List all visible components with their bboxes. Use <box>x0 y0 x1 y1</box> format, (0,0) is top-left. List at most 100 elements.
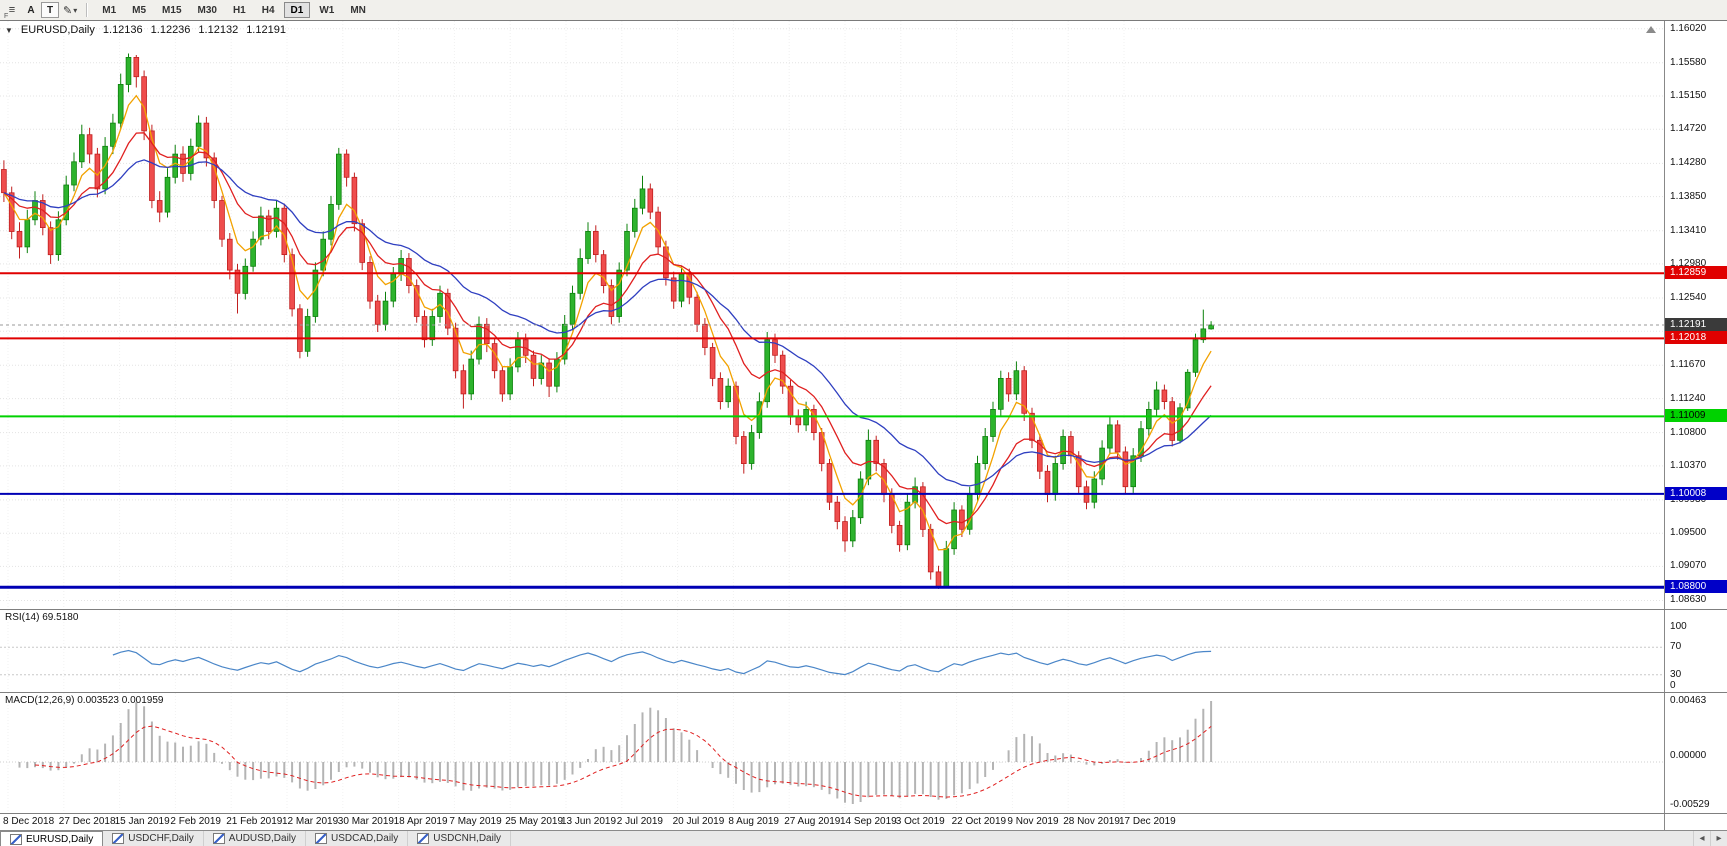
price-badge: 1.12018 <box>1665 331 1727 345</box>
price-axis-label: 1.09070 <box>1670 560 1707 572</box>
date-axis-label: 14 Sep 2019 <box>840 816 897 827</box>
date-axis-label: 15 Jan 2019 <box>114 816 170 827</box>
price-badge: 1.08800 <box>1665 580 1727 594</box>
price-axis-label: 1.15150 <box>1670 90 1707 102</box>
timeframe-w1-button[interactable]: W1 <box>312 2 341 18</box>
rsi-line-svg[interactable] <box>0 610 1665 691</box>
annotation-a-button[interactable]: A <box>22 2 40 18</box>
timeframe-d1-button[interactable]: D1 <box>283 2 311 18</box>
chart-tab-label: USDCNH,Daily <box>433 833 502 844</box>
price-axis-label: 1.10800 <box>1670 426 1707 438</box>
toolbar-separator <box>86 3 89 17</box>
macd-histogram-svg[interactable] <box>0 693 1665 812</box>
macd-axis-label: -0.00529 <box>1670 799 1710 810</box>
date-axis-label: 18 Apr 2019 <box>393 816 448 827</box>
price-axis-label: 1.14720 <box>1670 123 1707 135</box>
rsi-panel: RSI(14) 69.5180 100 70 30 0 <box>0 609 1727 692</box>
price-axis[interactable]: 1.16020 1.15580 1.15150 1.14720 1.14280 1.138… <box>1664 21 1727 609</box>
date-axis-label: 7 May 2019 <box>449 816 502 827</box>
date-axis-label: 8 Aug 2019 <box>728 816 779 827</box>
candlestick-chart-svg[interactable] <box>0 21 1665 609</box>
chevron-down-icon: ▾ <box>73 5 78 15</box>
text-tool-button[interactable]: T <box>41 2 59 18</box>
rsi-label: RSI(14) 69.5180 <box>5 612 79 623</box>
chart-tab-usdcad[interactable]: USDCAD,Daily <box>306 831 409 846</box>
tab-scroll-left-button[interactable]: ◂ <box>1693 831 1710 846</box>
timeframe-m30-button[interactable]: M30 <box>191 2 224 18</box>
chart-tab-icon <box>212 833 225 844</box>
macd-axis[interactable]: 0.00463 0.00000 -0.00529 <box>1664 693 1727 813</box>
scroll-marker-icon[interactable] <box>1646 26 1657 33</box>
menu-lines-icon: ≡ <box>8 4 16 16</box>
date-axis-label: 28 Nov 2019 <box>1063 816 1120 827</box>
legend-high: 1.12236 <box>150 24 191 36</box>
legend-symbol: EURUSD,Daily <box>20 24 95 36</box>
macd-axis-label: 0.00463 <box>1670 695 1707 706</box>
price-chart-plot[interactable]: ▼ EURUSD,Daily 1.12136 1.12236 1.12132 1… <box>0 21 1665 609</box>
macd-plot[interactable]: MACD(12,26,9) 0.003523 0.001959 <box>0 693 1665 813</box>
date-axis-label: 27 Aug 2019 <box>784 816 841 827</box>
legend-open: 1.12136 <box>102 24 143 36</box>
rsi-plot[interactable]: RSI(14) 69.5180 <box>0 610 1665 692</box>
price-axis-label: 1.16020 <box>1670 22 1707 34</box>
timeframe-m1-button[interactable]: M1 <box>95 2 123 18</box>
rsi-axis-label: 100 <box>1670 620 1687 632</box>
chart-tab-label: USDCHF,Daily <box>128 833 194 844</box>
price-axis-label: 1.08630 <box>1670 594 1707 606</box>
timeframe-m15-button[interactable]: M15 <box>155 2 188 18</box>
chart-tab-usdchf[interactable]: USDCHF,Daily <box>103 831 204 846</box>
chart-tab-label: USDCAD,Daily <box>331 833 399 844</box>
collapse-triangle-icon[interactable]: ▼ <box>5 25 13 35</box>
pencil-icon: ✎ <box>63 4 73 17</box>
macd-panel: MACD(12,26,9) 0.003523 0.001959 0.00463 0… <box>0 692 1727 813</box>
draw-tool-button[interactable]: ✎ ▾ <box>60 2 80 18</box>
legend-close: 1.12191 <box>246 24 286 36</box>
date-axis-label: 3 Oct 2019 <box>895 816 945 827</box>
price-axis-label: 1.12980 <box>1670 257 1707 269</box>
price-axis-label: 1.14280 <box>1670 157 1707 169</box>
price-axis-label: 1.15580 <box>1670 56 1707 68</box>
macd-label: MACD(12,26,9) 0.003523 0.001959 <box>5 695 164 706</box>
date-axis-label: 17 Dec 2019 <box>1119 816 1176 827</box>
chart-legend: ▼ EURUSD,Daily 1.12136 1.12236 1.12132 1… <box>5 24 286 36</box>
legend-low: 1.12132 <box>198 24 239 36</box>
chart-toolbar: ≡ F A T ✎ ▾ M1 M5 M15 M30 H1 H4 D1 W1 MN <box>0 0 1727 21</box>
timeframe-mn-button[interactable]: MN <box>343 2 373 18</box>
rsi-axis[interactable]: 100 70 30 0 <box>1664 610 1727 692</box>
timeframe-m5-button[interactable]: M5 <box>125 2 153 18</box>
price-badge: 1.12191 <box>1665 317 1727 331</box>
macd-axis-label: 0.00000 <box>1670 750 1707 762</box>
main-chart-panel: ▼ EURUSD,Daily 1.12136 1.12236 1.12132 1… <box>0 21 1727 609</box>
date-axis-label: 2 Feb 2019 <box>170 816 221 827</box>
price-axis-label: 1.13410 <box>1670 224 1707 236</box>
date-axis-label: 22 Oct 2019 <box>951 816 1007 827</box>
menu-sub-letter: F <box>4 13 9 20</box>
date-axis-label: 21 Feb 2019 <box>226 816 283 827</box>
chart-tab-bar: EURUSD,Daily USDCHF,Daily AUDUSD,Daily USDC… <box>0 830 1727 846</box>
chart-tab-audusd[interactable]: AUDUSD,Daily <box>203 831 307 846</box>
price-badge: 1.10008 <box>1665 486 1727 500</box>
price-axis-label: 1.12540 <box>1670 291 1707 303</box>
date-axis-corner <box>1664 814 1727 830</box>
date-axis-label: 9 Nov 2019 <box>1007 816 1059 827</box>
tabbar-spacer <box>511 831 1693 846</box>
chart-tab-eurusd[interactable]: EURUSD,Daily <box>0 831 104 846</box>
date-axis-label: 13 Jun 2019 <box>561 816 617 827</box>
date-axis-label: 8 Dec 2018 <box>3 816 55 827</box>
price-badge: 1.12859 <box>1665 266 1727 280</box>
chart-tab-label: EURUSD,Daily <box>26 833 94 845</box>
indicators-list-icon[interactable]: ≡ F <box>3 2 21 20</box>
tab-scroll-right-button[interactable]: ▸ <box>1710 831 1727 846</box>
chart-tab-usdcnh[interactable]: USDCNH,Daily <box>408 831 512 846</box>
price-axis-label: 1.09500 <box>1670 527 1707 539</box>
date-axis-label: 30 Mar 2019 <box>337 816 394 827</box>
timeframe-h1-button[interactable]: H1 <box>226 2 253 18</box>
date-axis-label: 27 Dec 2018 <box>58 816 116 827</box>
chart-tab-icon <box>112 833 125 844</box>
timeframe-h4-button[interactable]: H4 <box>255 2 282 18</box>
price-axis-label: 1.11240 <box>1670 392 1706 404</box>
date-axis[interactable]: 8 Dec 2018 27 Dec 2018 15 Jan 2019 2 Feb 20… <box>0 814 1665 830</box>
chart-tab-icon <box>417 833 430 844</box>
price-axis-label: 1.13850 <box>1670 190 1707 202</box>
